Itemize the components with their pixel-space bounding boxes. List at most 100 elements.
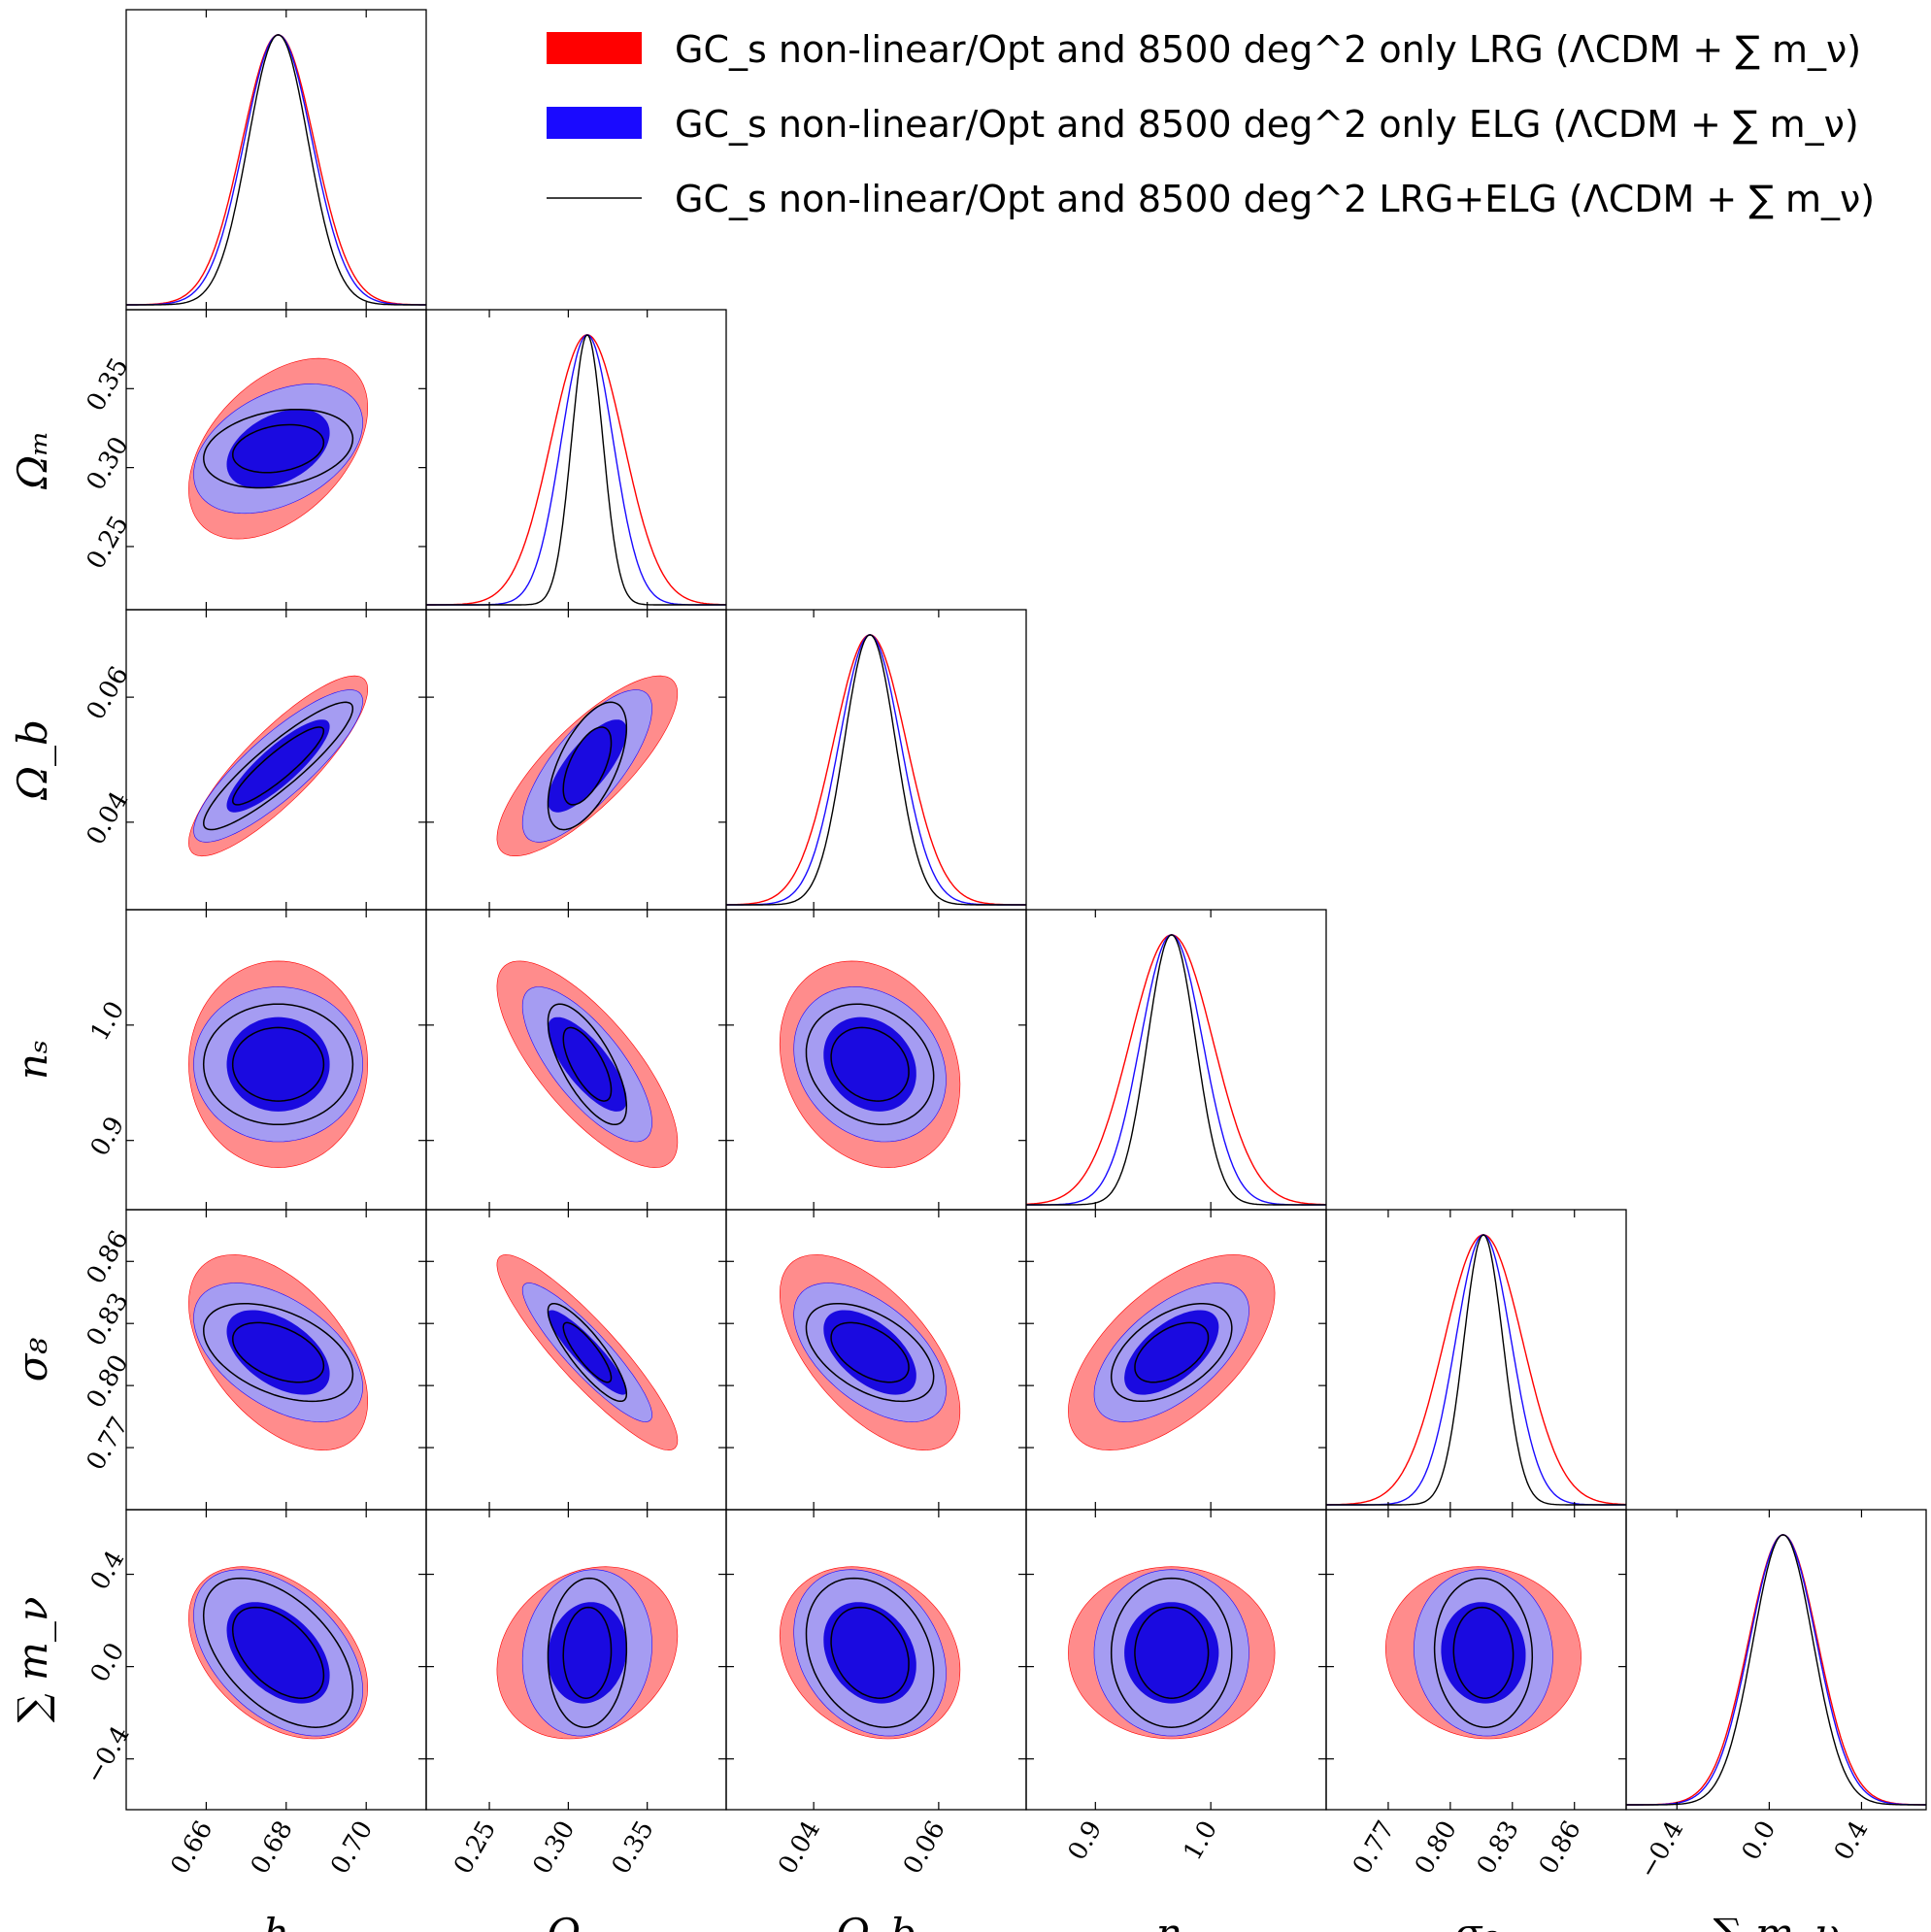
x-tick-label-n-s: 0.9	[1063, 1816, 1109, 1866]
x-tick-label-h: 0.66	[165, 1816, 218, 1880]
y-tick-label-n-s: 0.9	[85, 1112, 131, 1161]
panel-omega-b-vs-sum-m-nu	[725, 1509, 1027, 1811]
panel-contents	[1026, 934, 1326, 1206]
contour-1sigma-elg	[823, 1310, 916, 1395]
contour-1sigma-elg	[226, 719, 330, 813]
contour-2sigma-comb	[547, 1302, 628, 1403]
contour-1sigma-comb	[562, 1026, 613, 1102]
panel-frame	[725, 609, 1027, 911]
panel-omega-b-vs-sigma-8	[725, 1209, 1027, 1511]
y-tick-label-sum-m-nu: 0.0	[85, 1638, 131, 1687]
contour-1sigma-elg	[548, 1310, 627, 1395]
panel-frame	[125, 9, 427, 311]
panel-omega-b	[725, 609, 1027, 911]
x-tick-label-sigma-8: 0.83	[1472, 1816, 1525, 1880]
x-axis-label-sum-m-nu: ∑ m_ν	[1714, 1910, 1840, 1932]
marginal-curve-elg	[1326, 1234, 1626, 1506]
contour-1sigma-elg	[226, 409, 330, 488]
contour-1sigma-comb	[232, 423, 325, 474]
contour-1sigma-comb	[1134, 1606, 1210, 1699]
marginal-curve-comb	[426, 334, 726, 606]
marginal-curve-lrg	[426, 334, 726, 606]
panel-contents	[1326, 1234, 1626, 1506]
x-axis-label-omega-b: Ω_b	[835, 1910, 916, 1932]
contour-1sigma-comb	[231, 1606, 325, 1699]
panel-contents	[1068, 1254, 1276, 1451]
contour-2sigma-comb	[1110, 1577, 1233, 1728]
marginal-curve-comb	[1026, 934, 1326, 1206]
legend-swatch-lrg	[547, 32, 642, 64]
legend-label-lrg: GC_s non-linear/Opt and 8500 deg^2 only …	[675, 28, 1861, 71]
marginal-curve-elg	[726, 634, 1026, 906]
panel-omega-m	[425, 309, 727, 611]
contour-1sigma-elg	[823, 1602, 916, 1704]
panel-h-vs-sigma-8	[125, 1209, 427, 1511]
panel-omega-m-vs-n-s	[425, 909, 727, 1211]
contour-1sigma-comb	[232, 726, 325, 806]
marginal-curve-lrg	[726, 634, 1026, 906]
y-tick-label-sum-m-nu: 0.4	[85, 1546, 131, 1595]
contour-1sigma-elg	[226, 1602, 330, 1704]
contour-2sigma-comb	[547, 1577, 628, 1728]
legend-swatch-elg	[547, 107, 642, 139]
panel-h-vs-omega-b	[125, 609, 427, 911]
marginal-curve-comb	[1626, 1534, 1926, 1806]
panel-contents	[496, 675, 679, 857]
contour-1sigma-comb	[562, 726, 613, 806]
contour-2sigma-comb	[203, 408, 354, 489]
y-axis-label-omega-b: Ω_b	[9, 719, 56, 801]
marginal-curve-lrg	[1326, 1234, 1626, 1506]
y-axis-label-omega-m: Ωₘ	[9, 430, 56, 490]
panel-contents	[188, 960, 369, 1168]
panel-omega-m-vs-sigma-8	[425, 1209, 727, 1511]
contour-1sigma-comb	[231, 1026, 325, 1102]
panel-contents	[496, 960, 679, 1168]
x-tick-label-sum-m-nu: −0.4	[1634, 1816, 1690, 1884]
contour-1sigma-comb	[1452, 1606, 1515, 1699]
x-tick-label-sum-m-nu: 0.0	[1737, 1816, 1782, 1866]
x-axis-label-sigma-8: σ₈	[1454, 1910, 1499, 1932]
panel-h-vs-n-s	[125, 909, 427, 1211]
x-tick-label-omega-b: 0.04	[773, 1816, 826, 1880]
marginal-curve-elg	[1026, 934, 1326, 1206]
contour-1sigma-elg	[548, 1016, 627, 1112]
panel-sigma-8	[1325, 1209, 1627, 1511]
panel-contents	[188, 1566, 369, 1740]
contour-2sigma-comb	[547, 701, 628, 831]
panel-frame	[425, 309, 727, 611]
marginal-curve-elg	[426, 334, 726, 606]
panel-n-s-vs-sigma-8	[1025, 1209, 1327, 1511]
panel-frame	[1625, 1509, 1927, 1811]
contour-1sigma-elg	[226, 1310, 330, 1395]
legend-label-comb: GC_s non-linear/Opt and 8500 deg^2 LRG+E…	[675, 178, 1875, 220]
contour-2sigma-comb	[202, 1003, 354, 1126]
contour-1sigma-comb	[562, 1606, 613, 1699]
x-tick-label-omega-m: 0.35	[607, 1816, 660, 1880]
panels-layer	[125, 9, 1927, 1811]
panel-contents	[726, 634, 1026, 906]
contour-2sigma-comb	[1433, 1577, 1534, 1728]
y-axis-label-n-s: nₛ	[9, 1040, 56, 1080]
panel-h	[125, 9, 427, 311]
marginal-curve-comb	[126, 34, 426, 306]
contour-1sigma-elg	[1441, 1602, 1526, 1704]
x-tick-label-sigma-8: 0.86	[1534, 1816, 1587, 1880]
panel-h-vs-sum-m-nu	[125, 1509, 427, 1811]
contour-1sigma-elg	[1124, 1310, 1219, 1395]
panel-frame	[1025, 909, 1327, 1211]
contour-1sigma-comb	[1134, 1321, 1210, 1383]
y-axis-label-sum-m-nu: ∑ m_ν	[9, 1597, 56, 1723]
x-axis-label-h: h	[263, 1910, 289, 1932]
contour-1sigma-comb	[830, 1606, 910, 1699]
panel-contents	[1068, 1566, 1276, 1740]
marginal-curve-lrg	[1026, 934, 1326, 1206]
panel-n-s	[1025, 909, 1327, 1211]
panel-contents	[1384, 1566, 1581, 1740]
x-tick-label-h: 0.68	[246, 1816, 299, 1880]
x-tick-label-sum-m-nu: 0.4	[1829, 1816, 1875, 1866]
marginal-curve-comb	[726, 634, 1026, 906]
x-tick-label-omega-b: 0.06	[898, 1816, 951, 1880]
panel-h-vs-omega-m	[125, 309, 427, 611]
y-tick-label-sum-m-nu: −0.4	[80, 1721, 136, 1789]
